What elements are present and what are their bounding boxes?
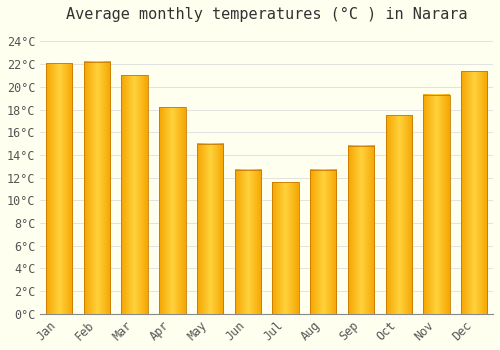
Bar	[424, 95, 450, 314]
Bar	[348, 146, 374, 314]
Bar	[159, 107, 186, 314]
Bar	[386, 115, 412, 314]
Bar	[197, 144, 224, 314]
Bar	[122, 76, 148, 314]
Title: Average monthly temperatures (°C ) in Narara: Average monthly temperatures (°C ) in Na…	[66, 7, 468, 22]
Bar	[461, 71, 487, 314]
Bar	[46, 63, 72, 314]
Bar	[84, 62, 110, 314]
Bar	[272, 182, 299, 314]
Bar	[310, 170, 336, 314]
Bar	[234, 170, 261, 314]
